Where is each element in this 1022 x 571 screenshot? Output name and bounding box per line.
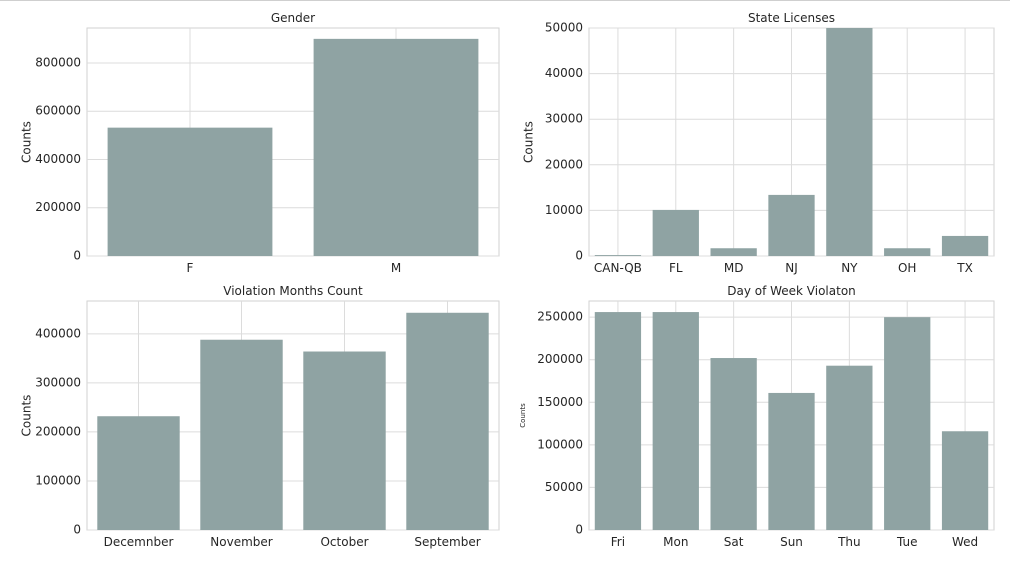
x-tick-label: Decemnber bbox=[104, 535, 174, 549]
bar-Decemnber bbox=[97, 416, 180, 530]
x-tick-label: October bbox=[320, 535, 368, 549]
x-tick-label: OH bbox=[898, 261, 916, 275]
x-tick-label: Fri bbox=[611, 535, 625, 549]
top-divider bbox=[0, 0, 1010, 1]
y-tick-label: 10000 bbox=[545, 203, 583, 217]
bar-CAN-QB bbox=[594, 255, 642, 256]
y-tick-label: 0 bbox=[575, 249, 583, 263]
bar-Sat bbox=[710, 358, 757, 530]
y-tick-label: 100000 bbox=[537, 437, 583, 451]
x-tick-label: September bbox=[414, 535, 480, 549]
chart-2: 0 100000 200000 300000 400000 Decemnber Novemb… bbox=[20, 284, 500, 549]
bar-September bbox=[406, 312, 489, 530]
y-tick-label: 0 bbox=[73, 523, 81, 537]
chart-title: Day of Week Violaton bbox=[727, 284, 856, 298]
chart-3: 0 50000 100000 150000 200000 250000 Fri Mon Sat S… bbox=[519, 284, 995, 549]
y-tick-label: 200000 bbox=[35, 424, 81, 438]
chart-1: 0 10000 20000 30000 40000 50000 CAN-QB FL MD NJ NY… bbox=[522, 11, 995, 275]
bar-November bbox=[200, 339, 283, 530]
bar-Sun bbox=[768, 392, 815, 530]
x-tick-label: FL bbox=[669, 261, 683, 275]
bar-Thu bbox=[826, 365, 873, 530]
bar-OH bbox=[884, 248, 931, 256]
y-tick-label: 800000 bbox=[35, 55, 81, 69]
bar-F bbox=[107, 127, 273, 257]
x-tick-label: M bbox=[391, 261, 401, 275]
y-axis-label: Counts bbox=[20, 121, 34, 163]
y-tick-label: 50000 bbox=[545, 480, 583, 494]
bar-Wed bbox=[941, 431, 989, 530]
x-tick-label: TX bbox=[956, 261, 973, 275]
y-tick-label: 200000 bbox=[35, 200, 81, 214]
chart-title: State Licenses bbox=[748, 11, 835, 25]
y-tick-label: 250000 bbox=[537, 310, 583, 324]
y-tick-label: 400000 bbox=[35, 152, 81, 166]
bar-Mon bbox=[652, 312, 699, 530]
x-tick-label: NJ bbox=[785, 261, 798, 275]
x-tick-label: Sat bbox=[724, 535, 744, 549]
x-tick-label: Thu bbox=[837, 535, 861, 549]
y-axis-label: Counts bbox=[519, 403, 527, 428]
chart-title: Gender bbox=[271, 11, 315, 25]
y-tick-label: 50000 bbox=[545, 21, 583, 35]
y-axis-label: Counts bbox=[522, 121, 536, 163]
x-tick-label: Tue bbox=[896, 535, 918, 549]
y-tick-label: 30000 bbox=[545, 112, 583, 126]
y-tick-label: 200000 bbox=[537, 352, 583, 366]
y-tick-label: 20000 bbox=[545, 157, 583, 171]
x-tick-label: Sun bbox=[780, 535, 803, 549]
bar-NY bbox=[826, 28, 873, 256]
x-tick-label: F bbox=[187, 261, 194, 275]
bar-NJ bbox=[768, 194, 815, 256]
x-tick-label: CAN-QB bbox=[594, 261, 642, 275]
bar-Tue bbox=[884, 317, 931, 530]
bar-October bbox=[303, 351, 386, 530]
y-tick-label: 150000 bbox=[537, 395, 583, 409]
chart-0: 0 200000 400000 600000 800000 F M Gender Counts bbox=[20, 11, 500, 275]
x-tick-label: Mon bbox=[663, 535, 688, 549]
x-tick-label: November bbox=[210, 535, 272, 549]
y-tick-label: 0 bbox=[73, 249, 81, 263]
y-axis-label: Counts bbox=[20, 395, 34, 437]
bar-TX bbox=[941, 235, 989, 256]
bar-M bbox=[313, 38, 479, 256]
y-tick-label: 100000 bbox=[35, 473, 81, 487]
x-tick-label: MD bbox=[724, 261, 744, 275]
bar-Fri bbox=[594, 312, 642, 530]
bar-MD bbox=[710, 248, 757, 256]
x-tick-label: NY bbox=[841, 261, 858, 275]
x-tick-label: Wed bbox=[952, 535, 978, 549]
y-tick-label: 600000 bbox=[35, 104, 81, 118]
y-tick-label: 40000 bbox=[545, 66, 583, 80]
bar-FL bbox=[652, 209, 699, 256]
y-tick-label: 0 bbox=[575, 523, 583, 537]
y-tick-label: 400000 bbox=[35, 326, 81, 340]
y-tick-label: 300000 bbox=[35, 375, 81, 389]
chart-title: Violation Months Count bbox=[223, 284, 363, 298]
